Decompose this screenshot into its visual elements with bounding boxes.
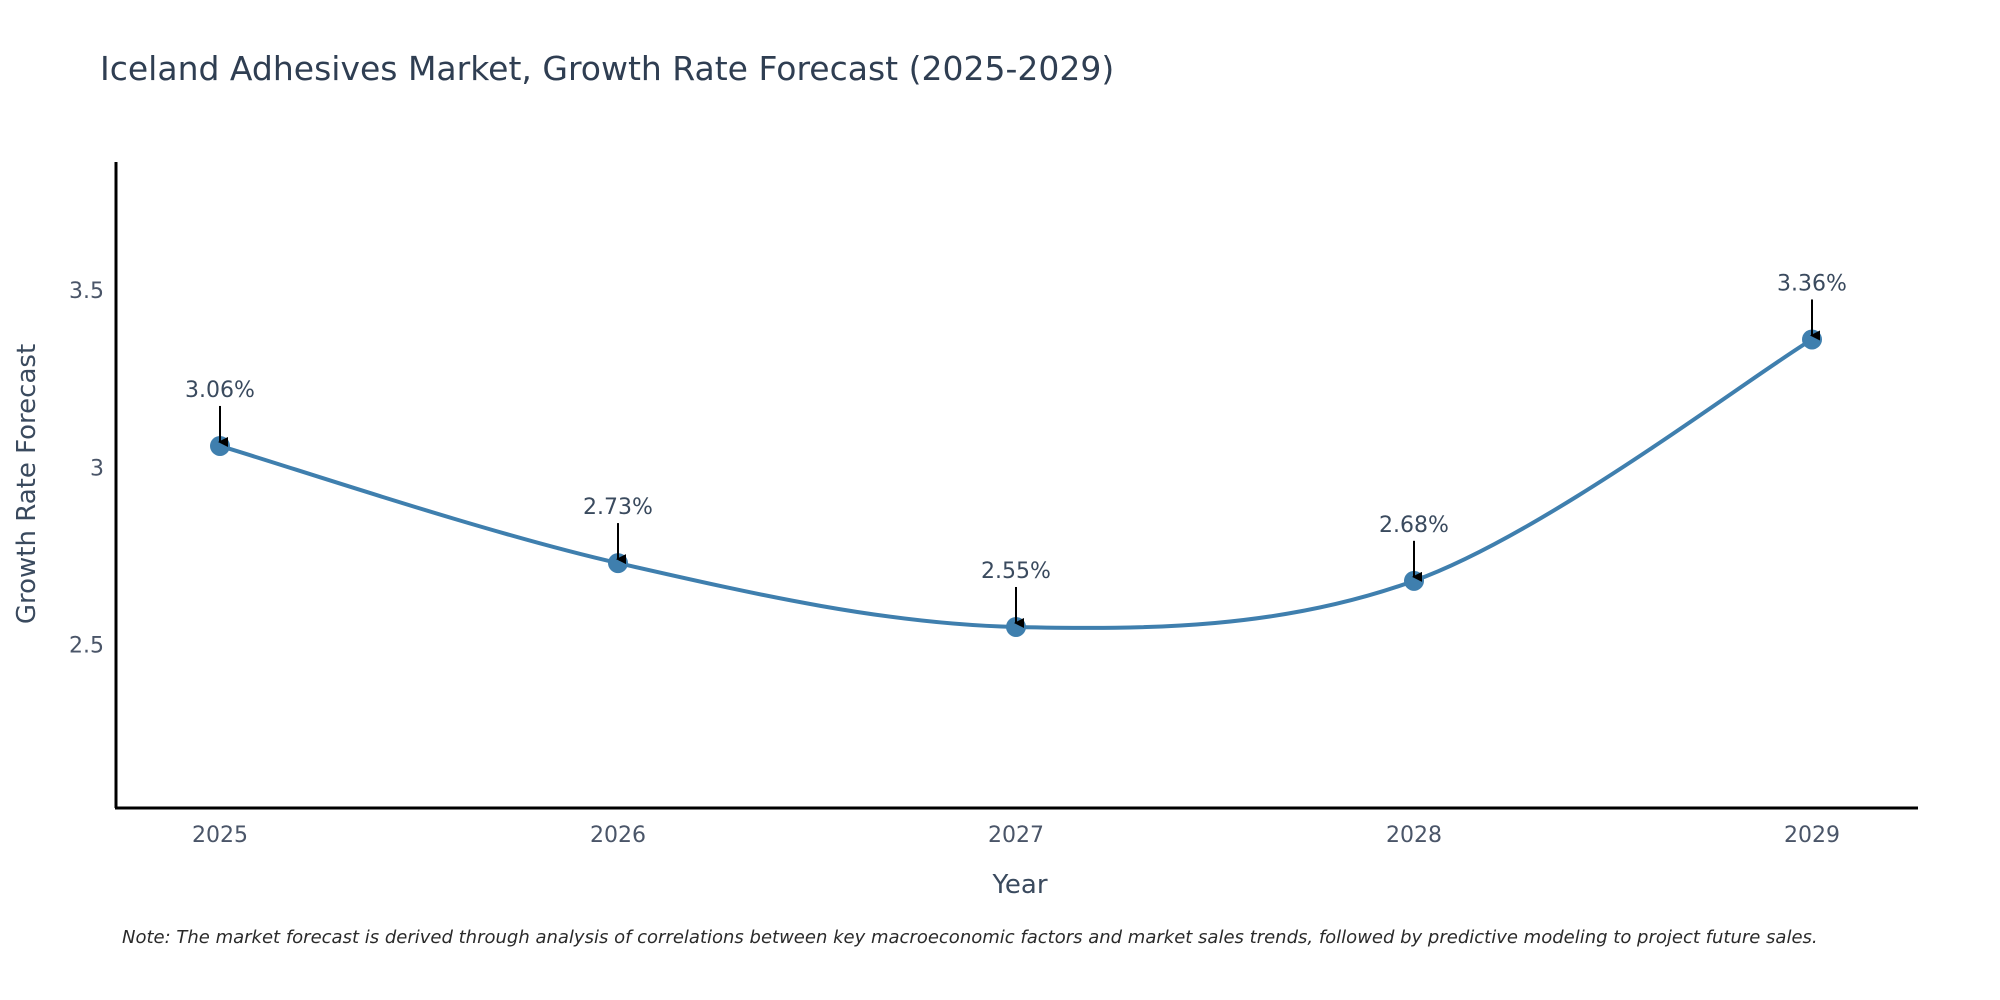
data-label-annotations: 3.06% 2.73% 2.55% 2.68% 3.36% — [185, 271, 1847, 628]
axes — [114, 162, 1918, 810]
data-label: 3.36% — [1777, 271, 1847, 296]
y-tick-label: 2.5 — [69, 634, 104, 659]
x-tick-label: 2028 — [1386, 823, 1442, 848]
x-axis-title: Year — [991, 870, 1047, 900]
x-tick-label: 2027 — [988, 823, 1044, 848]
y-axis-title: Growth Rate Forecast — [12, 344, 42, 624]
data-label: 2.68% — [1379, 513, 1449, 538]
y-tick-label: 3.5 — [69, 279, 104, 304]
x-tick-label: 2025 — [192, 823, 248, 848]
chart-title: Iceland Adhesives Market, Growth Rate Fo… — [100, 49, 1114, 88]
footnote: Note: The market forecast is derived thr… — [122, 927, 1818, 948]
x-tick-label: 2026 — [590, 823, 646, 848]
x-axis-ticks: 2025 2026 2027 2028 2029 — [192, 823, 1840, 848]
y-axis-ticks: 2.5 3 3.5 — [69, 279, 104, 659]
data-label: 2.73% — [583, 495, 653, 520]
data-label: 3.06% — [185, 378, 255, 403]
x-tick-label: 2029 — [1784, 823, 1840, 848]
growth-rate-series-line — [219, 337, 1814, 630]
y-tick-label: 3 — [90, 456, 104, 481]
data-label: 2.55% — [981, 559, 1051, 584]
